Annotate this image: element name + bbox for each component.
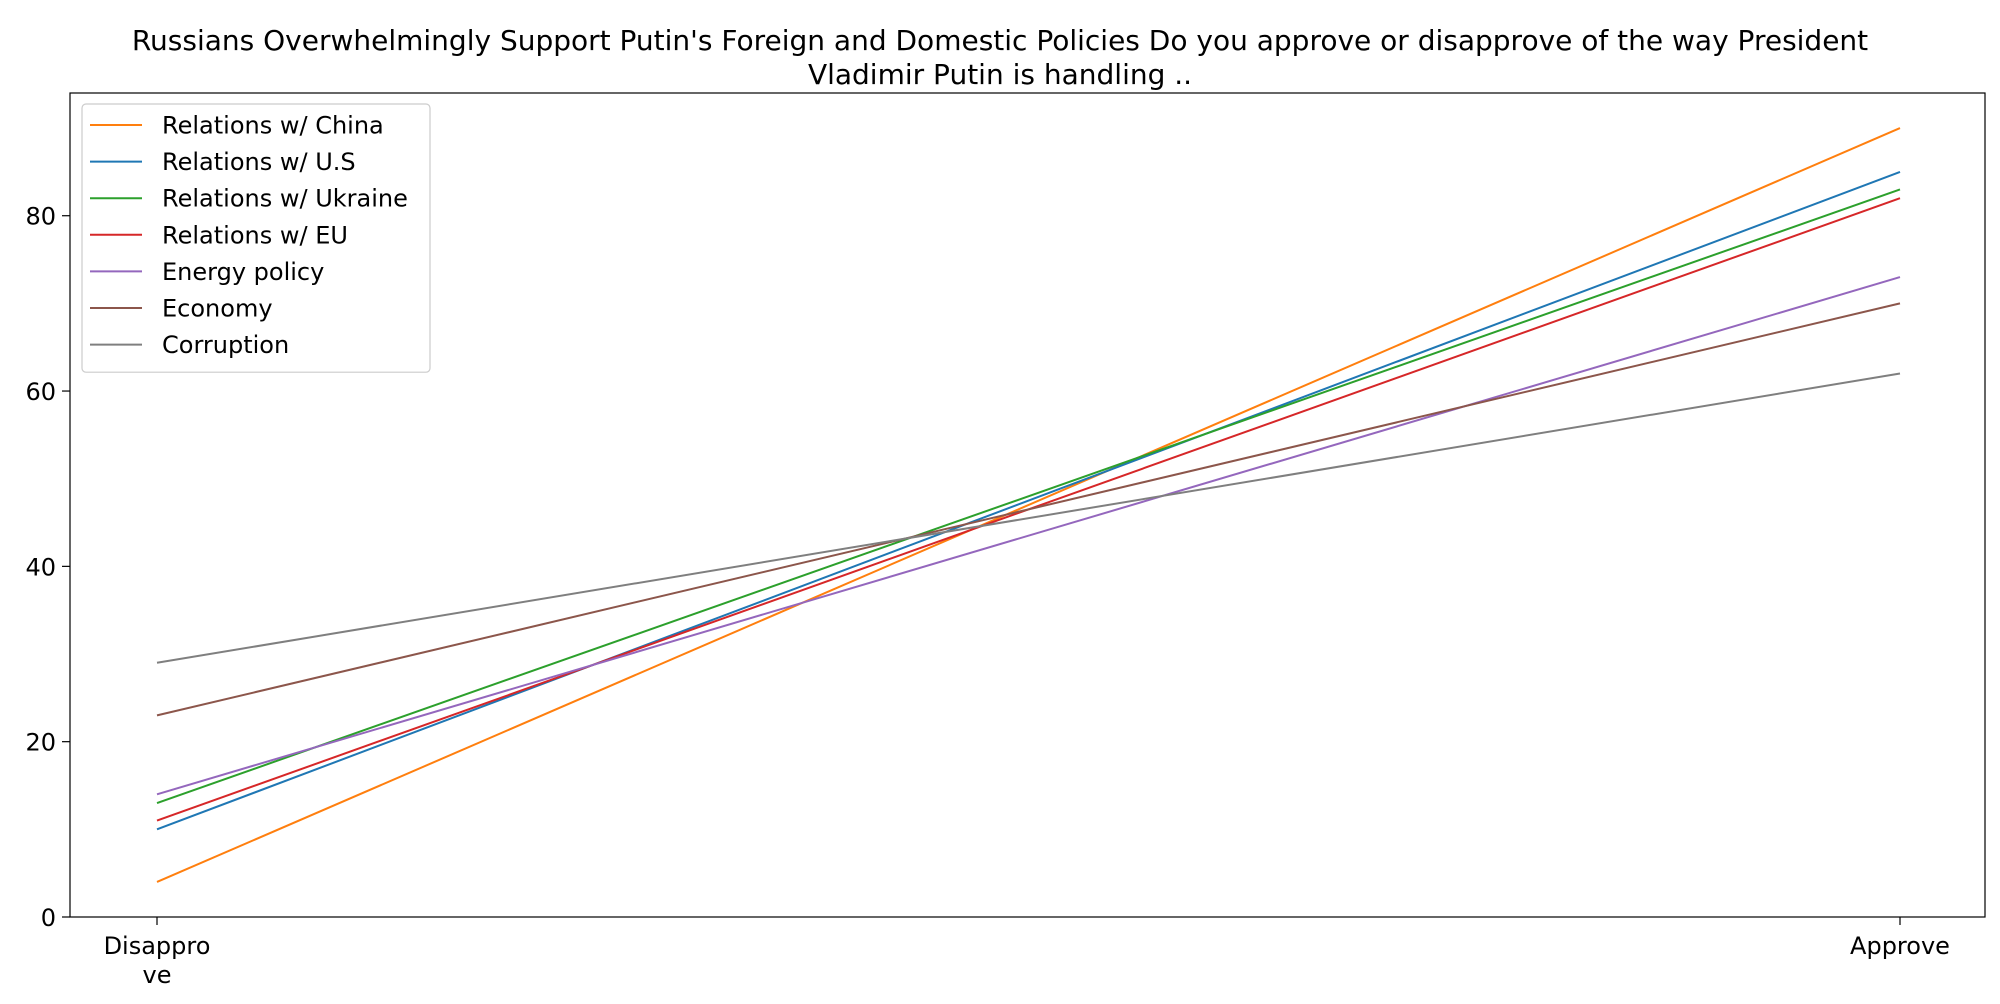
series-line-energy-policy [156,276,1901,796]
series-line-relations-w-ukraine [156,188,1901,804]
chart-title-line-2: Vladimir Putin is handling .. [808,58,1192,91]
legend-box [81,103,431,373]
chart-title: Russians Overwhelmingly Support Putin's … [132,24,1868,91]
legend-label: Energy policy [162,258,324,286]
series-line-corruption [156,372,1901,664]
series-line-relations-w-china [156,127,1901,883]
y-tick-label: 20 [25,729,56,757]
x-tick-label: Disappro [104,932,211,960]
legend-label: Relations w/ Ukraine [162,185,408,213]
series-line-economy [156,302,1901,717]
chart-title-line-1: Russians Overwhelmingly Support Putin's … [132,24,1868,57]
legend-label: Relations w/ U.S [162,148,356,176]
y-tick-label: 60 [25,378,56,406]
y-tick-label: 80 [25,203,56,231]
x-tick-label: Approve [1850,932,1950,960]
y-axis: 0 20 40 60 80 [25,203,70,932]
legend: Relations w/ China Relations w/ U.S Relati… [81,103,431,373]
legend-label: Corruption [162,331,289,359]
legend-label: Relations w/ EU [162,221,348,249]
plot-area-frame [69,92,1986,918]
series-lines [156,127,1901,883]
x-tick-label: ve [143,961,172,989]
legend-label: Economy [162,295,273,323]
legend-label: Relations w/ China [162,112,384,140]
y-tick-label: 0 [41,904,56,932]
series-line-relations-w-u-s [156,170,1901,831]
y-tick-label: 40 [25,553,56,581]
